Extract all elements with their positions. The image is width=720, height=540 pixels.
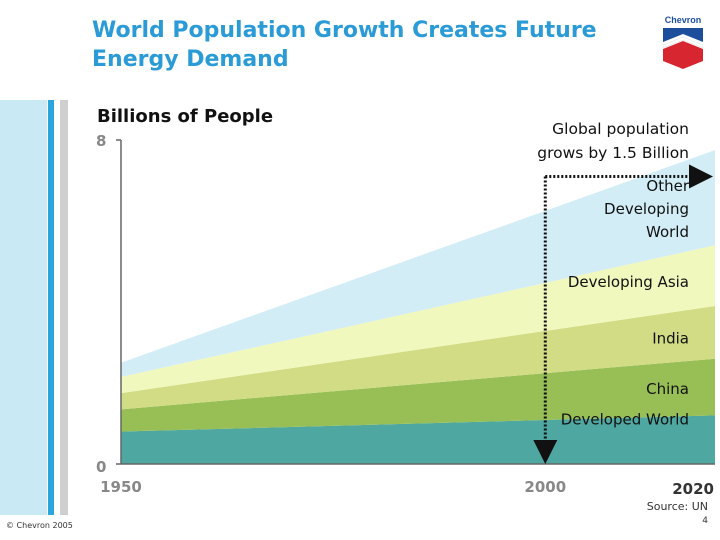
area-china [121, 358, 715, 432]
source-note: Source: UN [646, 500, 708, 513]
area-developing-asia [121, 245, 715, 394]
growth-annotation-text: grows by 1.5 Billion [537, 144, 689, 162]
growth-annotation-text: Global population [552, 120, 689, 138]
decorative-accent-bar [48, 100, 54, 515]
y-axis-title: Billions of People [97, 106, 274, 127]
logo-wordmark: Chevron [665, 15, 702, 25]
page-number: 4 [702, 516, 708, 526]
x-tick-label: 2000 [524, 478, 566, 496]
decorative-left-band [0, 100, 47, 515]
area-india [121, 306, 715, 410]
y-tick-label: 8 [96, 132, 106, 150]
slide-title-line1: World Population Growth Creates Future [92, 18, 597, 43]
x-tick-label: 1950 [100, 478, 142, 496]
series-label: Developing [604, 200, 689, 218]
area-developed-world [121, 415, 715, 464]
y-tick-label: 0 [96, 458, 106, 476]
series-label: Developed World [561, 410, 689, 428]
slide-title-line2: Energy Demand [92, 47, 289, 72]
series-label: World [646, 223, 689, 241]
slide-title: World Population Growth Creates Future E… [92, 16, 652, 74]
series-label: Other [646, 177, 689, 195]
copyright-notice: © Chevron 2005 [6, 521, 73, 530]
logo-chevron-top-icon [663, 28, 703, 42]
decorative-gray-bar [60, 100, 68, 515]
chevron-logo: Chevron [658, 14, 708, 69]
x-tick-label: 2020 [672, 480, 714, 498]
logo-chevron-bottom-icon [663, 41, 703, 69]
series-label: China [646, 380, 689, 398]
series-label: India [652, 329, 689, 347]
series-label: Developing Asia [568, 273, 689, 291]
area-other-developing-world [121, 150, 715, 377]
